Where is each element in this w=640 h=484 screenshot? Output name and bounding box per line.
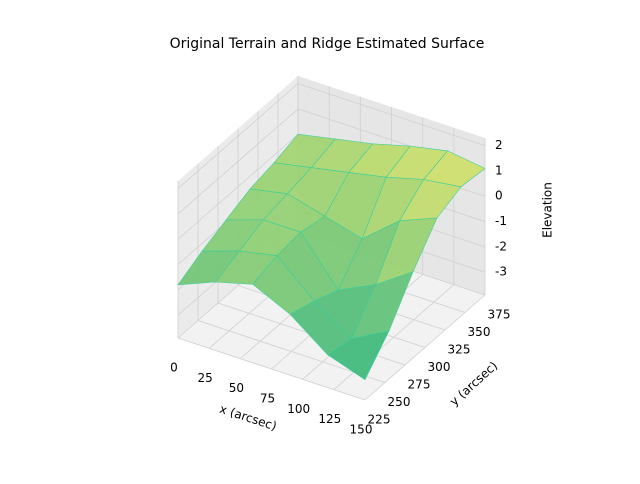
x-tick-label: 0 <box>170 361 178 375</box>
surface-patch <box>327 330 390 381</box>
y-tick-label: 275 <box>408 378 431 392</box>
grid-line <box>177 133 299 240</box>
x-tick-label: 50 <box>229 381 244 395</box>
y-tick-label: 375 <box>488 308 511 322</box>
z-tick-label: 2 <box>495 138 503 152</box>
chart-title: Original Terrain and Ridge Estimated Sur… <box>170 36 485 52</box>
y-tick-label: 250 <box>388 395 411 409</box>
x-tick-label: 25 <box>198 371 213 385</box>
grid-line <box>177 108 299 215</box>
grid-line <box>297 83 486 146</box>
grid-line <box>177 83 299 189</box>
x-tick-label: 100 <box>287 402 310 416</box>
z-tick-label: 1 <box>495 163 503 177</box>
y-tick-label: 325 <box>448 343 471 357</box>
x-tick-label: 150 <box>350 423 373 437</box>
z-tick-label: 0 <box>495 189 503 203</box>
z-tick-label: -1 <box>495 214 507 228</box>
y-tick-label: 225 <box>368 413 391 427</box>
x-axis-label: x (arcsec) <box>218 402 279 434</box>
x-tick-label: 125 <box>318 412 341 426</box>
y-axis-label: y (arcsec) <box>447 359 500 409</box>
z-axis-label: Elevation <box>541 182 555 238</box>
x-tick-label: 75 <box>260 392 275 406</box>
y-tick-label: 300 <box>428 360 451 374</box>
z-tick-label: -3 <box>495 265 507 279</box>
z-tick-label: -2 <box>495 239 507 253</box>
grid-line <box>177 337 366 401</box>
y-tick-label: 350 <box>468 325 491 339</box>
